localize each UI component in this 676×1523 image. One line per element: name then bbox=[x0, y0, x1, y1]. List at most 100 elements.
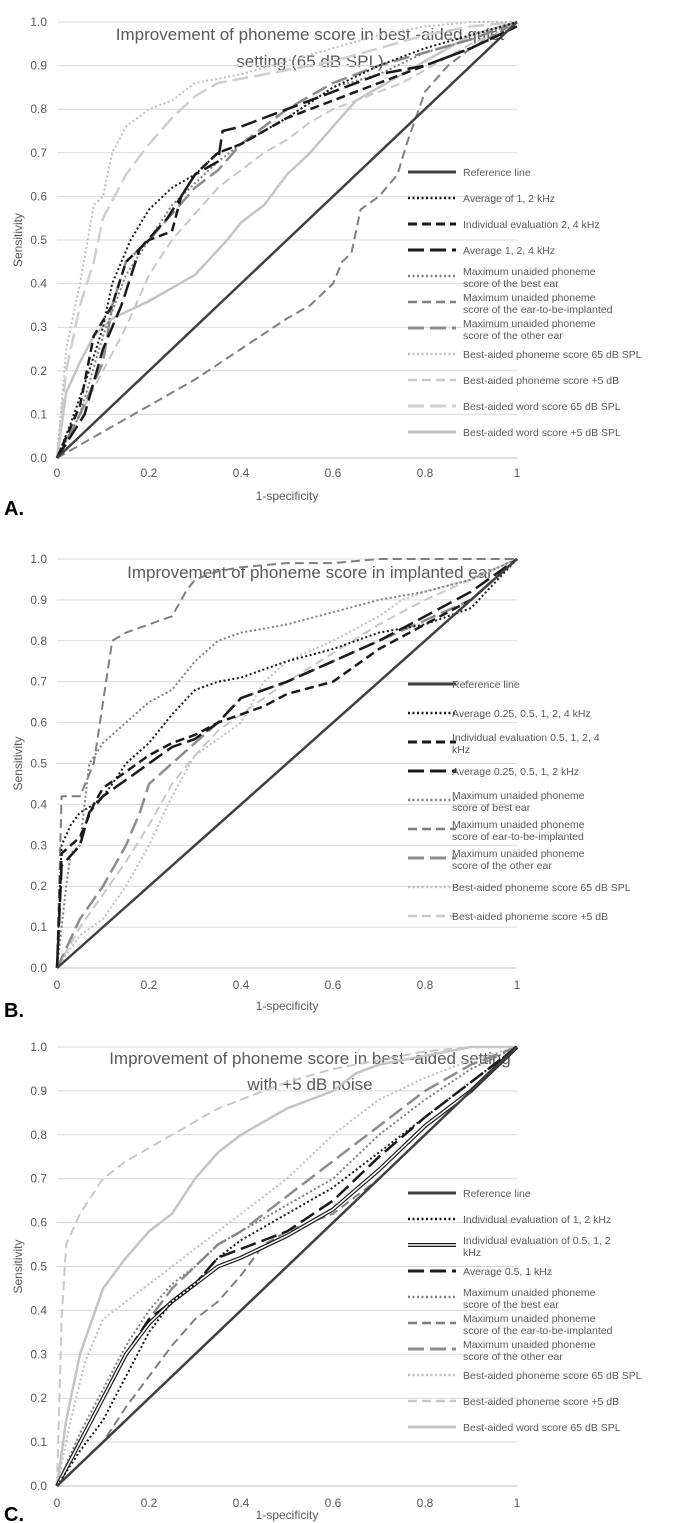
y-axis-label: Sensitivity bbox=[11, 736, 25, 790]
legend-label: Average 0.25, 0.5, 1, 2 kHz bbox=[452, 766, 579, 778]
x-axis-label: 1-specificity bbox=[256, 999, 319, 1013]
series-line-reference-line bbox=[56, 558, 518, 969]
legend-label: Best-aided phoneme score 65 dB SPL bbox=[452, 882, 631, 894]
legend-label: Average 0.25, 0.5, 1, 2, 4 kHz bbox=[452, 708, 591, 720]
legend-label: Reference line bbox=[463, 167, 531, 179]
series-line-maximum-unaided-phoneme-score-of-the-other-ear bbox=[55, 558, 518, 969]
y-tick-label: 0.6 bbox=[30, 1216, 47, 1230]
legend-label: Best-aided word score 65 dB SPL bbox=[463, 1422, 621, 1434]
y-tick-label: 0.0 bbox=[30, 1479, 47, 1493]
x-axis-label: 1-specificity bbox=[256, 489, 319, 503]
x-tick-label: 0.6 bbox=[325, 466, 342, 480]
series-line-reference-line bbox=[56, 21, 518, 459]
x-tick-label: 0.2 bbox=[141, 466, 158, 480]
y-tick-label: 0.8 bbox=[30, 634, 47, 648]
x-tick-label: 0.2 bbox=[141, 978, 158, 992]
legend-label: Best-aided phoneme score 65 dB SPL bbox=[463, 1370, 642, 1382]
y-tick-label: 0.3 bbox=[30, 320, 47, 334]
x-tick-label: 1 bbox=[514, 978, 521, 992]
legend-label: Maximum unaided phoneme score of the othe… bbox=[463, 1339, 596, 1363]
panel-label: B. bbox=[4, 1000, 24, 1022]
y-tick-label: 1.0 bbox=[30, 15, 47, 29]
legend: Reference line Individual evaluation of 1… bbox=[408, 1188, 642, 1434]
series-line-best-aided-word-score-65-db-spl bbox=[55, 20, 518, 459]
legend-label: Average of 1, 2 kHz bbox=[463, 193, 555, 205]
y-tick-label: 0.8 bbox=[30, 1128, 47, 1142]
legend-label: Best-aided phoneme score +5 dB bbox=[452, 911, 608, 923]
series-line-individual-evaluation-0-5-1-2-4-khz bbox=[55, 558, 518, 969]
y-tick-label: 0.9 bbox=[30, 1084, 47, 1098]
series-line-maximum-unaided-phoneme-score-of-the-ear-to-be-implanted bbox=[56, 21, 518, 459]
x-tick-label: 0 bbox=[54, 466, 61, 480]
series-line-average-of-1-2-khz bbox=[56, 21, 518, 459]
y-tick-label: 0.8 bbox=[30, 102, 47, 116]
y-tick-label: 0.5 bbox=[30, 757, 47, 771]
x-tick-label: 0 bbox=[54, 978, 61, 992]
series-line-reference-line bbox=[56, 1046, 518, 1487]
legend-label: Individual evaluation of 0.5, 1, 2 kHz bbox=[463, 1235, 611, 1259]
legend-label: Best-aided word score 65 dB SPL bbox=[463, 401, 621, 413]
legend-label: Best-aided phoneme score +5 dB bbox=[463, 1396, 619, 1408]
y-tick-label: 0.9 bbox=[30, 593, 47, 607]
x-axis-label: 1-specificity bbox=[256, 1508, 319, 1522]
y-tick-label: 0.4 bbox=[30, 277, 47, 291]
y-tick-label: 0.1 bbox=[30, 920, 47, 934]
panel-label: C. bbox=[4, 1504, 24, 1523]
y-tick-label: 0.5 bbox=[30, 233, 47, 247]
series-line-individual-evaluation-of-0-5-1-2-khz-inner bbox=[56, 1046, 518, 1487]
series-line-individual-evaluation-2-4-khz bbox=[55, 25, 518, 459]
y-tick-label: 0.7 bbox=[30, 675, 47, 689]
y-tick-label: 0.2 bbox=[30, 1391, 47, 1405]
series-line-best-aided-phoneme-score-65-db-spl bbox=[56, 1046, 518, 1487]
chart-title-line: Improvement of phoneme score in best -ai… bbox=[116, 25, 505, 44]
legend-label: Maximum unaided phoneme score of the othe… bbox=[452, 848, 585, 872]
series-line-maximum-unaided-phoneme-score-of-best-ear bbox=[56, 558, 518, 969]
legend-label: Best-aided phoneme score +5 dB bbox=[463, 375, 619, 387]
legend-label: Maximum unaided phoneme score of the best… bbox=[463, 266, 596, 290]
x-tick-label: 1 bbox=[514, 466, 521, 480]
series-line-best-aided-phoneme-score-5-db bbox=[56, 558, 518, 969]
x-tick-label: 0.2 bbox=[141, 1496, 158, 1510]
legend-label: Maximum unaided phoneme score of the best… bbox=[463, 1287, 596, 1311]
x-tick-label: 0.8 bbox=[417, 1496, 434, 1510]
y-tick-label: 0.2 bbox=[30, 879, 47, 893]
panel-label: A. bbox=[4, 498, 24, 520]
x-tick-label: 0.4 bbox=[233, 466, 250, 480]
x-tick-label: 0.4 bbox=[233, 978, 250, 992]
series-line-individual-evaluation-of-1-2-khz bbox=[56, 1046, 518, 1487]
series-line-maximum-unaided-phoneme-score-of-the-best-ear bbox=[56, 1046, 518, 1487]
y-tick-label: 0.1 bbox=[30, 1435, 47, 1449]
legend-label: Reference line bbox=[463, 1188, 531, 1200]
x-tick-label: 0.4 bbox=[233, 1496, 250, 1510]
y-tick-label: 0.5 bbox=[30, 1260, 47, 1274]
y-tick-label: 1.0 bbox=[30, 1040, 47, 1054]
roc-panel-c: Improvement of phoneme score in best -ai… bbox=[4, 1040, 642, 1523]
legend-label: Maximum unaided phoneme score of the ear-… bbox=[463, 1313, 613, 1337]
y-tick-label: 0.6 bbox=[30, 716, 47, 730]
legend-label: Individual evaluation of 1, 2 kHz bbox=[463, 1214, 611, 1226]
y-tick-label: 0.4 bbox=[30, 797, 47, 811]
chart-title-line: Improvement of phoneme score in implante… bbox=[127, 563, 493, 582]
y-tick-label: 0.4 bbox=[30, 1303, 47, 1317]
legend-label: Maximum unaided phoneme score of the othe… bbox=[463, 318, 596, 342]
series-line-maximum-unaided-phoneme-score-of-the-ear-to-be-implanted bbox=[56, 1046, 518, 1487]
x-tick-label: 0.8 bbox=[417, 978, 434, 992]
y-tick-label: 0.3 bbox=[30, 1347, 47, 1361]
series-line-average-1-2-4-khz bbox=[55, 25, 518, 459]
series-line-maximum-unaided-phoneme-score-of-the-other-ear bbox=[55, 20, 518, 459]
chart-title-line: setting (65 dB SPL) bbox=[236, 52, 383, 71]
x-tick-label: 0.6 bbox=[325, 978, 342, 992]
roc-panel-a: Improvement of phoneme score in best -ai… bbox=[4, 15, 642, 520]
x-tick-label: 0.8 bbox=[417, 466, 434, 480]
y-tick-label: 0.2 bbox=[30, 364, 47, 378]
legend: Reference line Average 0.25, 0.5, 1, 2, 4… bbox=[408, 679, 631, 923]
chart-title-line: with +5 dB noise bbox=[246, 1075, 372, 1094]
x-tick-label: 1 bbox=[514, 1496, 521, 1510]
legend-label: Reference line bbox=[452, 679, 520, 691]
series-line-maximum-unaided-phoneme-score-of-ear-to-be-implanted bbox=[56, 558, 517, 969]
series-line-best-aided-phoneme-score-5-db bbox=[56, 1046, 517, 1487]
legend-label: Maximum unaided phoneme score of ear-to-b… bbox=[452, 819, 585, 843]
legend-label: Maximum unaided phoneme score of the ear-… bbox=[463, 292, 613, 316]
series-line-best-aided-word-score-65-db-spl bbox=[55, 1045, 517, 1487]
